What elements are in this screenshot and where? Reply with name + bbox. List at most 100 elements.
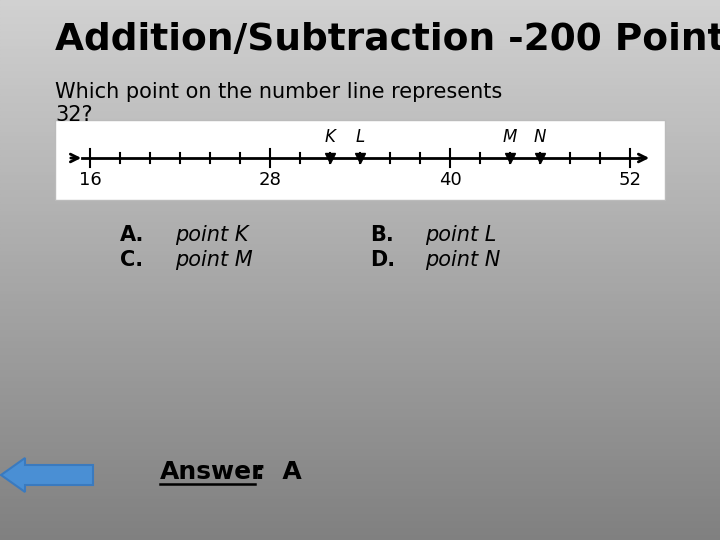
Bar xyxy=(0,4,720,7)
Bar xyxy=(0,61,720,65)
Bar xyxy=(0,112,720,115)
Bar xyxy=(0,475,720,479)
FancyArrow shape xyxy=(1,458,93,492)
Bar xyxy=(0,144,720,147)
Bar xyxy=(0,501,720,504)
Bar xyxy=(0,43,720,47)
Bar xyxy=(0,508,720,511)
Bar xyxy=(0,140,720,144)
Bar xyxy=(0,184,720,187)
Bar xyxy=(0,302,720,306)
Bar xyxy=(0,511,720,515)
Bar xyxy=(0,223,720,227)
Bar xyxy=(0,255,720,259)
Bar xyxy=(0,79,720,83)
Bar xyxy=(0,76,720,79)
Bar xyxy=(0,126,720,130)
Bar xyxy=(0,371,720,374)
Bar xyxy=(0,292,720,295)
Bar xyxy=(0,7,720,11)
Bar xyxy=(0,356,720,360)
Bar xyxy=(0,212,720,216)
Bar xyxy=(0,533,720,536)
Bar xyxy=(0,227,720,231)
Text: 52: 52 xyxy=(618,171,642,189)
Bar xyxy=(0,497,720,501)
Bar xyxy=(0,245,720,248)
Bar xyxy=(0,83,720,86)
Bar xyxy=(0,248,720,252)
Bar xyxy=(0,123,720,126)
Bar xyxy=(0,133,720,137)
Bar xyxy=(0,47,720,50)
Bar xyxy=(0,482,720,486)
Bar xyxy=(0,468,720,471)
Bar xyxy=(0,39,720,43)
Bar xyxy=(0,15,720,18)
Bar xyxy=(0,414,720,417)
Bar xyxy=(0,493,720,497)
Bar xyxy=(0,360,720,363)
Bar xyxy=(0,457,720,461)
Bar xyxy=(0,187,720,191)
Bar xyxy=(0,536,720,540)
Bar xyxy=(0,396,720,400)
Bar xyxy=(0,320,720,324)
Bar xyxy=(0,22,720,25)
Bar xyxy=(0,432,720,436)
Bar xyxy=(0,191,720,194)
Text: 40: 40 xyxy=(438,171,462,189)
Bar xyxy=(0,25,720,29)
Bar xyxy=(0,173,720,177)
Bar xyxy=(0,378,720,382)
Bar xyxy=(0,158,720,162)
Bar xyxy=(0,461,720,464)
Text: C.: C. xyxy=(120,250,143,270)
Bar xyxy=(0,403,720,407)
Bar xyxy=(0,306,720,309)
Bar xyxy=(0,299,720,302)
Bar xyxy=(0,209,720,212)
Bar xyxy=(0,328,720,331)
Bar xyxy=(0,349,720,353)
Bar xyxy=(0,464,720,468)
Bar xyxy=(0,155,720,158)
Bar xyxy=(0,69,720,72)
Bar xyxy=(0,277,720,281)
Text: :  A: : A xyxy=(255,460,302,484)
Bar xyxy=(0,0,720,4)
Bar xyxy=(0,108,720,112)
Bar xyxy=(0,119,720,123)
Text: point M: point M xyxy=(175,250,253,270)
Bar xyxy=(0,259,720,263)
Bar xyxy=(0,504,720,508)
Bar xyxy=(0,32,720,36)
Bar xyxy=(0,252,720,255)
Bar xyxy=(0,313,720,317)
Bar xyxy=(0,274,720,277)
Text: Which point on the number line represents: Which point on the number line represent… xyxy=(55,82,503,102)
Bar xyxy=(0,339,720,342)
Bar xyxy=(0,90,720,93)
Bar xyxy=(0,346,720,349)
Bar xyxy=(0,241,720,245)
Bar xyxy=(0,285,720,288)
Bar xyxy=(0,342,720,346)
Bar xyxy=(0,177,720,180)
Bar xyxy=(0,36,720,39)
Text: K: K xyxy=(325,128,336,146)
Bar xyxy=(0,169,720,173)
Bar xyxy=(0,385,720,389)
Bar xyxy=(0,72,720,76)
Text: B.: B. xyxy=(370,225,394,245)
Bar xyxy=(0,443,720,447)
Bar xyxy=(0,266,720,270)
Bar xyxy=(0,281,720,285)
Bar xyxy=(0,410,720,414)
Text: point N: point N xyxy=(425,250,500,270)
Bar xyxy=(0,382,720,385)
Bar xyxy=(0,54,720,58)
Bar xyxy=(0,238,720,241)
Bar xyxy=(0,331,720,335)
Bar xyxy=(0,309,720,313)
